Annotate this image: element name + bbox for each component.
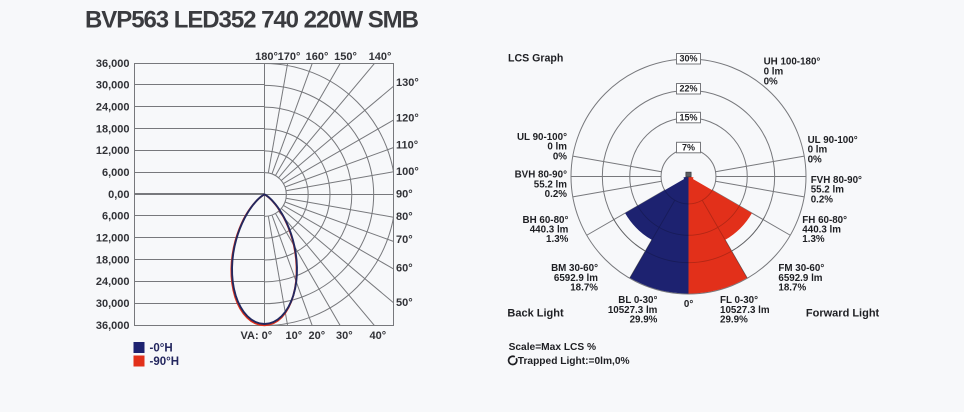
- svg-text:UL 90-100°: UL 90-100°: [808, 135, 858, 146]
- svg-text:FVH 80-90°: FVH 80-90°: [811, 175, 862, 186]
- svg-text:110°: 110°: [396, 139, 418, 151]
- svg-text:0,00: 0,00: [108, 189, 129, 201]
- svg-text:440.3 lm: 440.3 lm: [530, 225, 569, 236]
- svg-text:18,000: 18,000: [96, 123, 130, 135]
- svg-text:20°: 20°: [309, 330, 326, 342]
- svg-text:BVH 80-90°: BVH 80-90°: [515, 170, 567, 181]
- svg-text:120°: 120°: [396, 112, 419, 124]
- svg-text:36,000: 36,000: [96, 320, 130, 332]
- svg-text:36,000: 36,000: [96, 58, 130, 70]
- svg-text:BVP563 LED352 740 220W SMB: BVP563 LED352 740 220W SMB: [85, 7, 419, 34]
- svg-text:30,000: 30,000: [96, 80, 130, 92]
- svg-text:130°: 130°: [396, 77, 419, 89]
- svg-text:0%: 0%: [553, 151, 567, 162]
- svg-text:440.3 lm: 440.3 lm: [802, 225, 841, 236]
- svg-text:18,000: 18,000: [96, 254, 130, 266]
- svg-text:24,000: 24,000: [96, 276, 130, 288]
- svg-text:Forward Light: Forward Light: [806, 308, 880, 320]
- svg-text:UL 90-100°: UL 90-100°: [517, 132, 567, 143]
- svg-text:10527.3 lm: 10527.3 lm: [608, 305, 658, 316]
- svg-text:FH 60-80°: FH 60-80°: [802, 215, 847, 226]
- svg-text:10527.3 lm: 10527.3 lm: [720, 305, 770, 316]
- svg-text:10°: 10°: [286, 330, 303, 342]
- svg-text:160°: 160°: [306, 51, 329, 63]
- svg-text:BM 30-60°: BM 30-60°: [551, 263, 598, 274]
- svg-text:0 lm: 0 lm: [547, 142, 567, 153]
- svg-text:24,000: 24,000: [96, 102, 130, 114]
- svg-text:-90°H: -90°H: [150, 356, 180, 368]
- svg-text:15%: 15%: [679, 113, 697, 123]
- svg-text:70°: 70°: [396, 234, 413, 246]
- svg-text:18.7%: 18.7%: [570, 283, 598, 294]
- svg-text:Scale=Max LCS %: Scale=Max LCS %: [509, 342, 596, 353]
- svg-text:140°: 140°: [369, 51, 392, 63]
- svg-text:30%: 30%: [679, 54, 697, 64]
- svg-text:FM 30-60°: FM 30-60°: [778, 263, 824, 274]
- svg-text:VA: 0°: VA: 0°: [241, 330, 273, 342]
- svg-text:55.2 lm: 55.2 lm: [534, 179, 568, 190]
- svg-text:1.3%: 1.3%: [802, 234, 825, 245]
- svg-text:0.2%: 0.2%: [545, 189, 568, 200]
- svg-text:LCS Graph: LCS Graph: [508, 53, 563, 65]
- svg-text:0.2%: 0.2%: [811, 194, 834, 205]
- svg-text:0°: 0°: [684, 299, 693, 310]
- svg-text:0%: 0%: [764, 77, 778, 88]
- svg-text:90°: 90°: [396, 188, 413, 200]
- svg-text:180°: 180°: [255, 51, 278, 63]
- svg-text:55.2 lm: 55.2 lm: [811, 185, 845, 196]
- svg-text:40°: 40°: [370, 330, 387, 342]
- svg-text:29.9%: 29.9%: [720, 315, 748, 326]
- svg-text:7%: 7%: [682, 143, 695, 153]
- svg-text:22%: 22%: [679, 84, 697, 94]
- svg-text:29.9%: 29.9%: [630, 315, 658, 326]
- svg-text:UH 100-180°: UH 100-180°: [764, 57, 821, 68]
- svg-text:30°: 30°: [336, 330, 353, 342]
- svg-text:12,000: 12,000: [96, 233, 130, 245]
- svg-text:6,000: 6,000: [102, 167, 130, 179]
- svg-text:-0°H: -0°H: [150, 343, 173, 355]
- svg-text:18.7%: 18.7%: [778, 283, 806, 294]
- svg-text:6592.9 lm: 6592.9 lm: [778, 273, 822, 284]
- svg-text:6,000: 6,000: [102, 211, 130, 223]
- svg-text:50°: 50°: [396, 297, 413, 309]
- svg-text:1.3%: 1.3%: [546, 234, 569, 245]
- svg-text:0%: 0%: [808, 154, 822, 165]
- svg-text:30,000: 30,000: [96, 298, 130, 310]
- svg-text:60°: 60°: [396, 262, 413, 274]
- svg-text:Trapped Light:=0lm,0%: Trapped Light:=0lm,0%: [518, 356, 630, 367]
- svg-text:FL 0-30°: FL 0-30°: [720, 295, 758, 306]
- svg-text:BL 0-30°: BL 0-30°: [618, 295, 657, 306]
- svg-text:6592.9 lm: 6592.9 lm: [554, 273, 598, 284]
- svg-text:80°: 80°: [396, 211, 413, 223]
- svg-text:150°: 150°: [334, 51, 357, 63]
- svg-text:100°: 100°: [396, 166, 419, 178]
- svg-text:0 lm: 0 lm: [764, 67, 784, 78]
- svg-text:Back Light: Back Light: [507, 308, 564, 320]
- svg-text:170°: 170°: [278, 51, 301, 63]
- svg-text:0 lm: 0 lm: [808, 145, 828, 156]
- svg-text:12,000: 12,000: [96, 145, 130, 157]
- svg-text:BH 60-80°: BH 60-80°: [523, 215, 569, 226]
